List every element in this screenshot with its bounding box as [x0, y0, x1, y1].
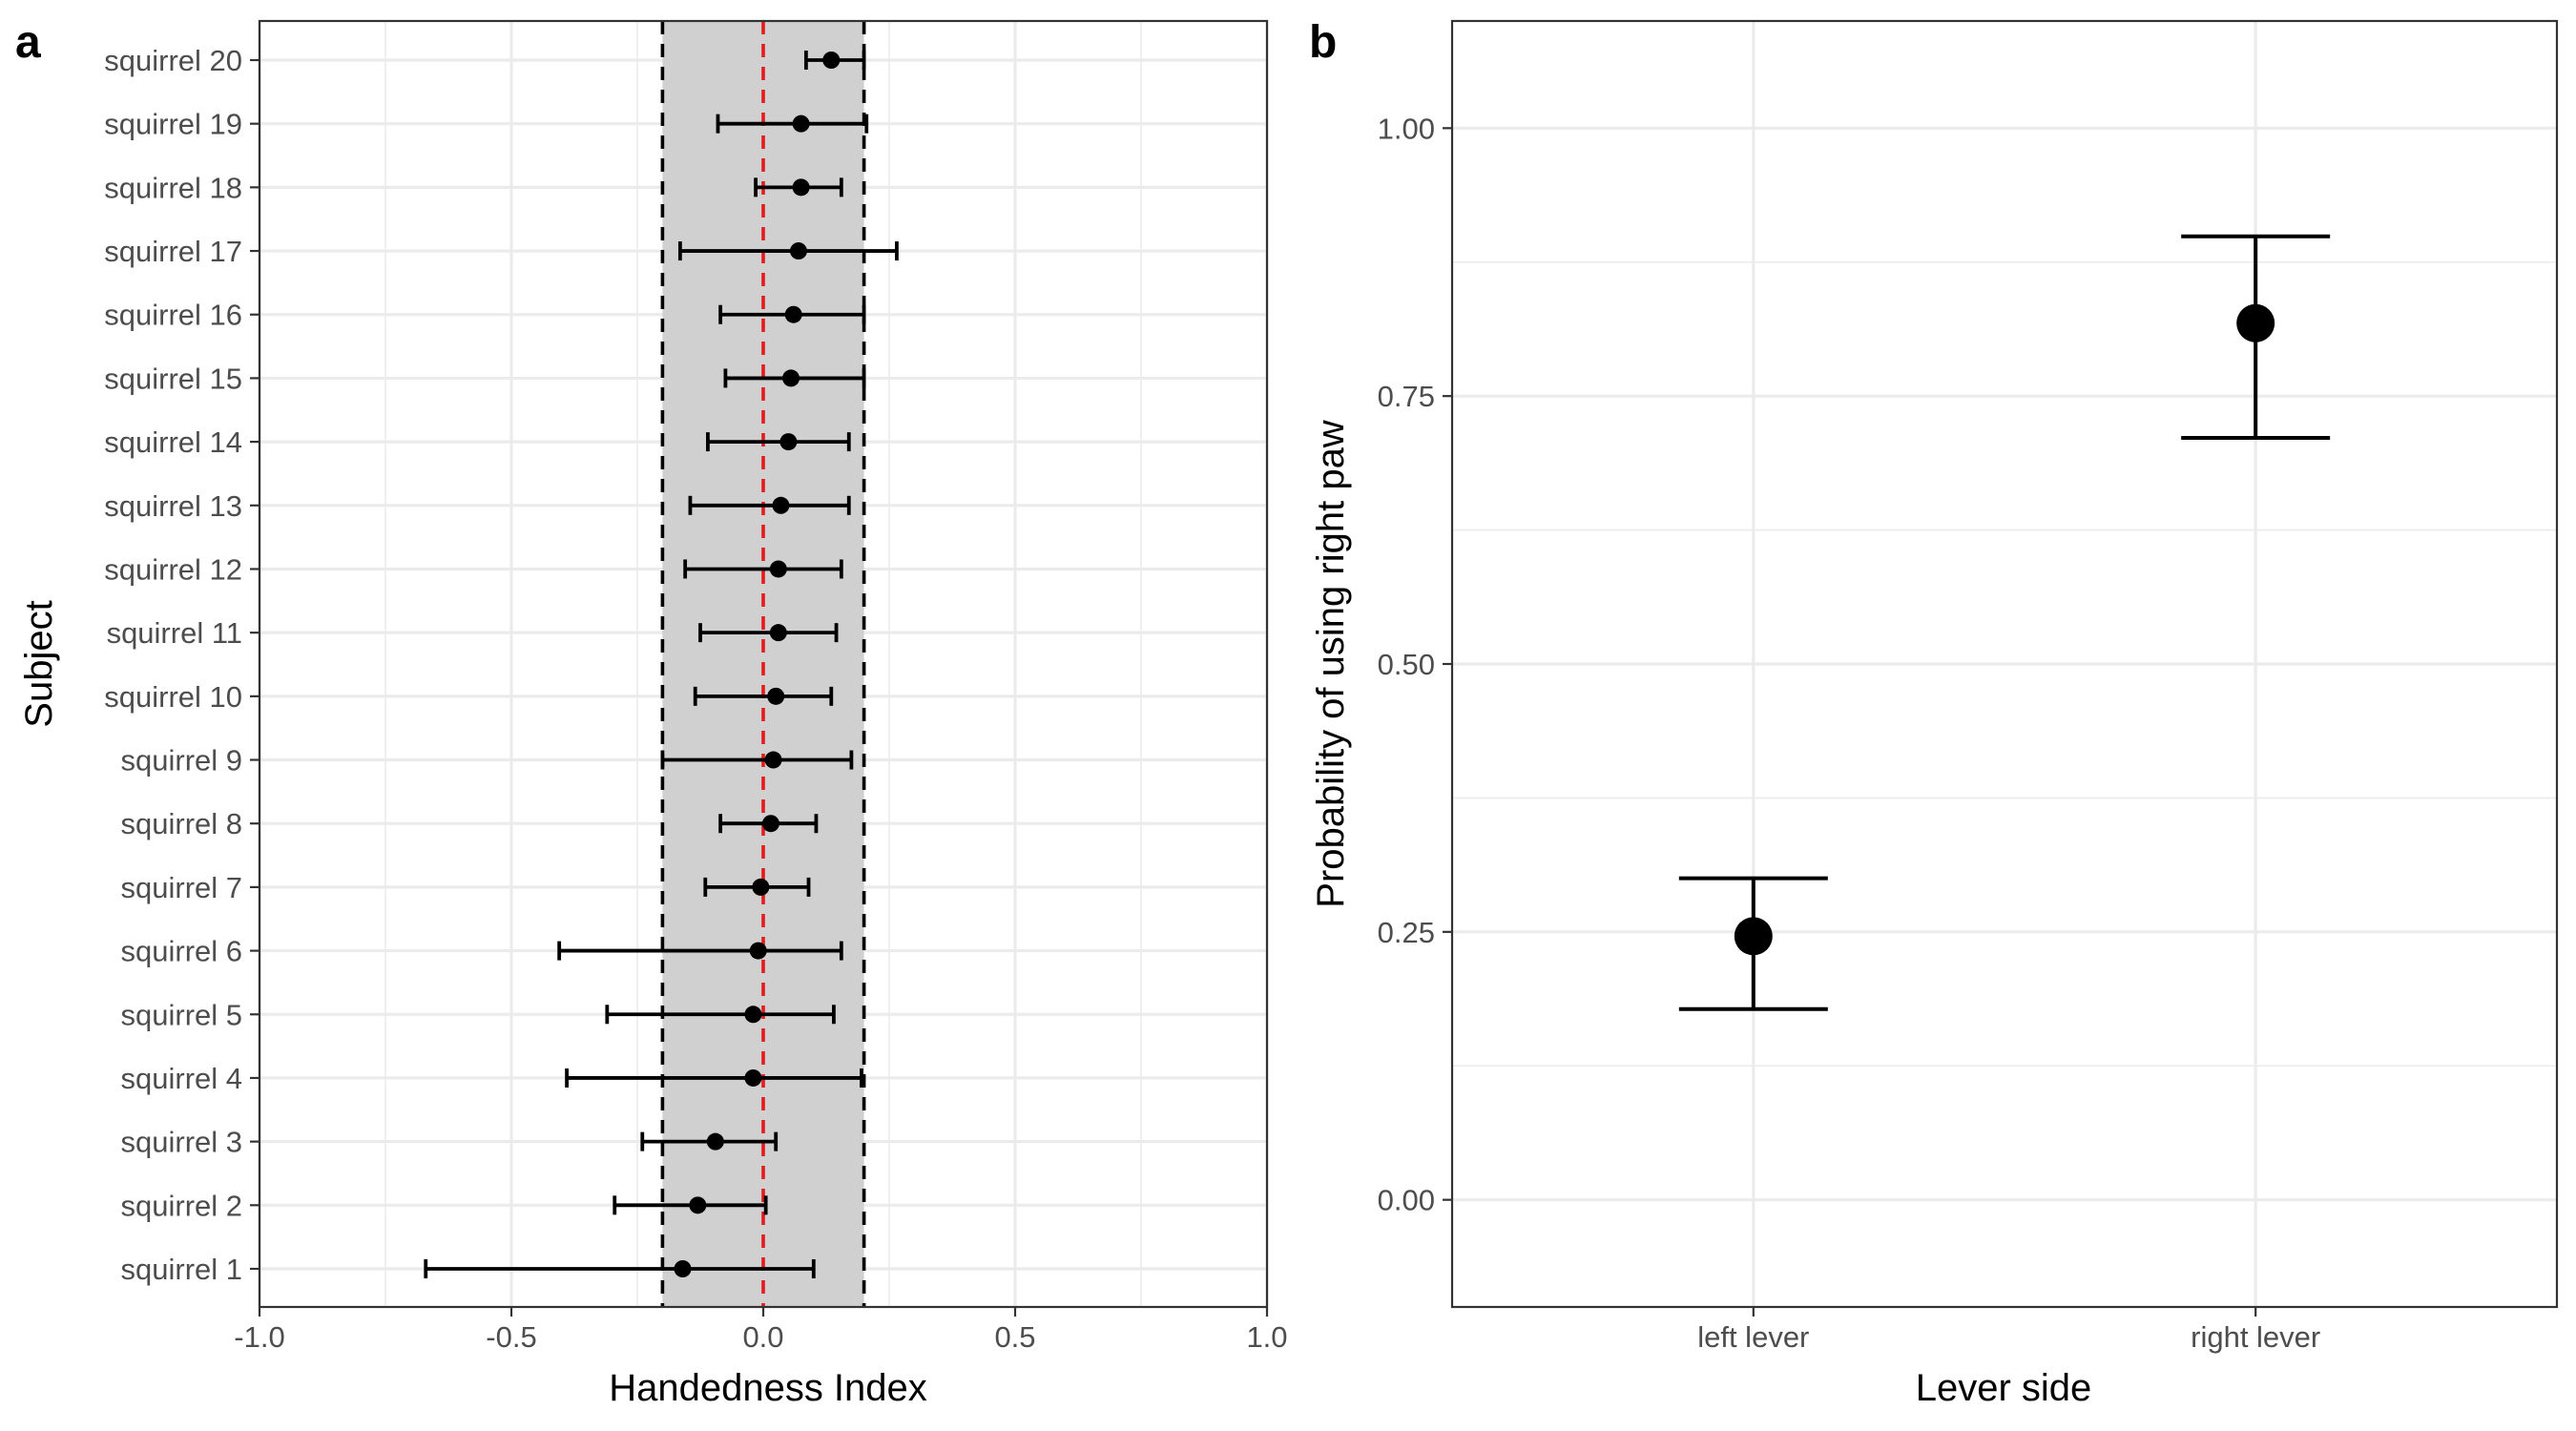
subject-errorbar — [613, 1195, 768, 1215]
y-tick-label: squirrel 12 — [104, 552, 242, 586]
estimate-point — [761, 815, 779, 833]
panel-b-x-axis: left lever right lever — [1697, 1307, 2320, 1354]
estimate-point — [779, 433, 798, 451]
y-tick-label: squirrel 6 — [121, 935, 243, 968]
y-tick-label: squirrel 19 — [104, 108, 242, 141]
estimate-point — [772, 496, 790, 514]
subject-errorbar — [723, 368, 866, 388]
subject-errorbar — [698, 623, 839, 643]
panel-a-data-marks — [424, 51, 899, 1278]
x-tick-label: -1.0 — [234, 1320, 284, 1354]
subject-errorbar — [605, 1005, 836, 1025]
lever-errorbar — [1678, 876, 1828, 1011]
subject-errorbar — [688, 495, 851, 515]
lever-errorbar — [2181, 234, 2331, 440]
y-tick-label: squirrel 5 — [121, 998, 243, 1031]
panel-a: a -1.0 -0.5 0.0 0.5 1.0 squirrel 1 squirrel 2… — [15, 17, 1288, 1409]
panel-a-y-axis: squirrel 1 squirrel 2 squirrel 3 squirrel 4… — [104, 44, 260, 1286]
estimate-point — [749, 942, 767, 960]
y-tick-label: squirrel 9 — [121, 744, 243, 778]
panel-b-gridlines — [1452, 21, 2557, 1307]
estimate-point — [767, 687, 785, 705]
subject-errorbar — [683, 559, 843, 579]
y-tick-label: squirrel 18 — [104, 171, 242, 204]
estimate-point — [822, 52, 841, 69]
y-tick-label: squirrel 11 — [107, 616, 242, 650]
panel-a-x-axis-title: Handedness Index — [609, 1367, 927, 1409]
y-tick-label: squirrel 17 — [104, 235, 242, 268]
subject-errorbar — [677, 241, 899, 261]
panel-a-y-axis-title: Subject — [18, 600, 60, 727]
estimate-point — [744, 1068, 762, 1087]
estimate-point — [769, 560, 787, 578]
subject-errorbar — [754, 177, 843, 197]
y-tick-label: 0.75 — [1378, 380, 1435, 413]
subject-errorbar — [718, 814, 819, 834]
y-tick-label: squirrel 1 — [121, 1253, 243, 1286]
estimate-point — [2236, 303, 2275, 342]
y-tick-label: 0.00 — [1378, 1184, 1435, 1217]
estimate-point — [792, 178, 810, 197]
estimate-point — [744, 1006, 762, 1024]
y-tick-label: squirrel 16 — [104, 299, 242, 332]
y-tick-label: squirrel 15 — [104, 362, 242, 395]
estimate-point — [752, 878, 770, 896]
estimate-point — [769, 624, 787, 642]
subject-errorbar — [703, 877, 811, 897]
x-tick-label: left lever — [1697, 1320, 1809, 1354]
estimate-point — [706, 1132, 724, 1151]
x-tick-label: right lever — [2191, 1320, 2320, 1354]
x-tick-label: 0.5 — [994, 1320, 1035, 1354]
panel-a-letter: a — [15, 17, 41, 68]
estimate-point — [784, 305, 802, 323]
panel-b-letter: b — [1309, 17, 1337, 68]
subject-errorbar — [660, 750, 854, 770]
x-tick-label: 1.0 — [1246, 1320, 1287, 1354]
y-tick-label: 1.00 — [1378, 112, 1435, 145]
x-tick-label: -0.5 — [486, 1320, 536, 1354]
y-tick-label: squirrel 4 — [121, 1062, 243, 1095]
y-tick-label: 0.25 — [1378, 916, 1435, 949]
subject-errorbar — [706, 432, 851, 452]
y-tick-label: squirrel 14 — [104, 425, 242, 459]
y-tick-label: squirrel 13 — [104, 489, 242, 523]
panel-b-y-axis-title: Probability of using right paw — [1310, 420, 1352, 908]
y-tick-label: squirrel 8 — [121, 807, 243, 840]
y-tick-label: squirrel 3 — [121, 1126, 243, 1159]
estimate-point — [674, 1260, 692, 1277]
panel-b-y-axis: 0.00 0.25 0.50 0.75 1.00 — [1378, 112, 1452, 1217]
panel-b-data-marks — [1678, 234, 2331, 1011]
estimate-point — [782, 369, 800, 387]
y-tick-label: 0.50 — [1378, 648, 1435, 681]
x-tick-label: 0.0 — [742, 1320, 783, 1354]
subject-errorbar — [424, 1259, 816, 1278]
subject-errorbar — [693, 686, 834, 706]
panel-b: b left lever right lever 0.00 0.25 0.50 0.75… — [1309, 17, 2559, 1409]
estimate-point — [764, 751, 782, 769]
estimate-point — [1734, 917, 1773, 956]
estimate-point — [792, 114, 810, 133]
y-tick-label: squirrel 20 — [104, 44, 242, 77]
subject-errorbar — [557, 941, 843, 961]
y-tick-label: squirrel 10 — [104, 680, 242, 714]
panel-b-x-axis-title: Lever side — [1916, 1367, 2092, 1409]
subject-errorbar — [640, 1131, 779, 1151]
subject-errorbar — [716, 114, 869, 134]
estimate-point — [789, 242, 807, 260]
subject-errorbar — [718, 304, 866, 324]
y-tick-label: squirrel 2 — [121, 1189, 243, 1222]
subject-errorbar — [803, 51, 866, 70]
subject-errorbar — [565, 1068, 863, 1088]
panel-a-reference-band — [660, 21, 866, 1307]
y-tick-label: squirrel 7 — [121, 871, 243, 904]
panel-a-x-axis: -1.0 -0.5 0.0 0.5 1.0 — [234, 1307, 1288, 1354]
estimate-point — [689, 1196, 707, 1214]
